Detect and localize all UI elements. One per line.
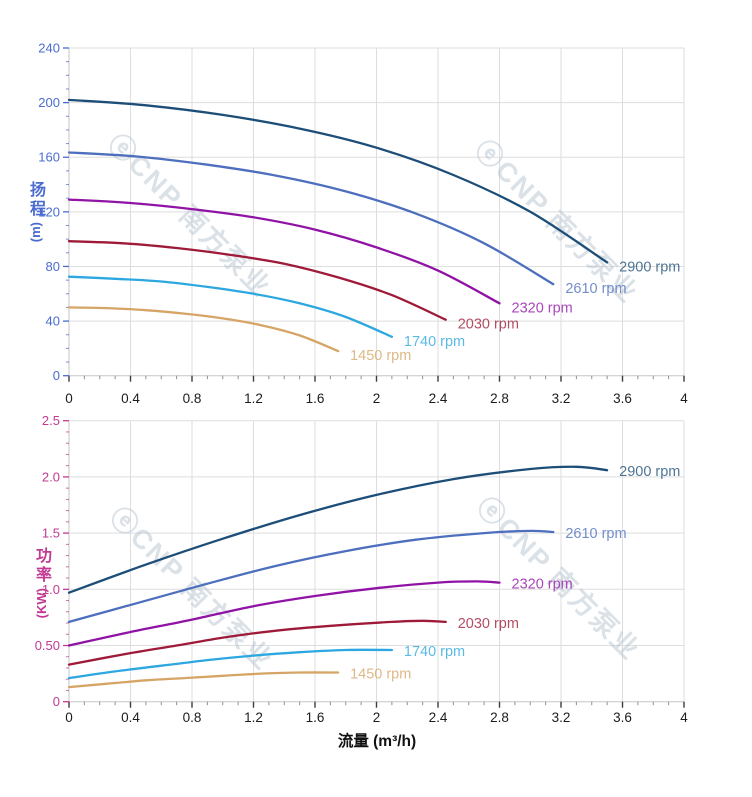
x-tick-label: 0: [65, 710, 73, 725]
y-tick-label: 1.5: [42, 526, 60, 541]
y-tick-label: 160: [38, 150, 60, 165]
x-tick-label: 2.8: [490, 391, 509, 406]
series-label-2900-rpm: 2900 rpm: [619, 259, 680, 275]
curve-2030-rpm: [67, 619, 447, 666]
y-tick-label: 0: [53, 694, 60, 709]
x-tick-label: 1.2: [244, 391, 263, 406]
x-tick-label: 3.2: [552, 391, 571, 406]
series-label-2900-rpm: 2900 rpm: [619, 464, 680, 480]
y-tick-label: 0: [53, 368, 60, 383]
curve-2320-rpm: [67, 198, 501, 305]
y-tick-label: 2.0: [42, 469, 60, 484]
head-axis-title-text: 扬程: [27, 181, 44, 219]
x-tick-label: 1.6: [306, 391, 325, 406]
x-tick-label: 3.2: [552, 710, 571, 725]
power-axis-title-text: 功率: [33, 547, 50, 585]
curve-2610-rpm: [67, 529, 555, 624]
curve-2900-rpm: [67, 465, 609, 594]
x-tick-label: 2.8: [490, 710, 509, 725]
series-label-2320-rpm: 2320 rpm: [512, 300, 573, 316]
x-tick-label: 0.8: [183, 710, 202, 725]
x-tick-label: 0: [65, 391, 73, 406]
grid-head-curves: [68, 47, 685, 377]
watermark: ⓔCNP 南方泵业: [102, 128, 277, 303]
series-label-1740-rpm: 1740 rpm: [404, 644, 465, 660]
ticks-head-curves: [63, 47, 685, 382]
x-tick-label: 0.8: [183, 391, 202, 406]
power-axis-title: 功率 (KW): [33, 547, 50, 619]
flow-axis-title: 流量 (m³/h): [337, 733, 417, 750]
x-tick-label: 0.4: [121, 391, 140, 406]
x-tick-label: 2: [373, 391, 381, 406]
x-tick-label: 2.4: [429, 710, 448, 725]
y-tick-label: 40: [46, 314, 60, 329]
curve-2900-rpm: [67, 98, 609, 264]
series-label-2610-rpm: 2610 rpm: [565, 526, 626, 542]
power-axis-unit: (KW): [33, 588, 49, 619]
x-tick-label: 2: [373, 710, 381, 725]
y-tick-label: 240: [38, 41, 60, 56]
curve-1450-rpm: [67, 306, 340, 353]
curve-1450-rpm: [67, 671, 340, 689]
series-label-2030-rpm: 2030 rpm: [458, 616, 519, 632]
series-label-2320-rpm: 2320 rpm: [512, 577, 573, 593]
head-axis-unit: (m): [27, 222, 43, 243]
series-label-1450-rpm: 1450 rpm: [350, 348, 411, 364]
x-tick-label: 1.6: [306, 710, 325, 725]
x-tick-label: 3.6: [613, 710, 632, 725]
curve-1740-rpm: [67, 648, 394, 680]
x-tick-label: 2.4: [429, 391, 448, 406]
series-label-2030-rpm: 2030 rpm: [458, 317, 519, 333]
x-tick-label: 1.2: [244, 710, 263, 725]
y-tick-label: 2.5: [42, 413, 60, 428]
curve-2610-rpm: [67, 151, 555, 286]
series-label-1450-rpm: 1450 rpm: [350, 666, 411, 682]
y-tick-label: 0.50: [35, 638, 60, 653]
x-tick-label: 4: [680, 710, 688, 725]
series-label-1740-rpm: 1740 rpm: [404, 334, 465, 350]
y-tick-label: 1.0: [42, 582, 60, 597]
y-tick-label: 120: [38, 204, 60, 219]
x-tick-label: 3.6: [613, 391, 632, 406]
y-tick-label: 200: [38, 95, 60, 110]
x-tick-label: 0.4: [121, 710, 140, 725]
y-tick-label: 80: [46, 259, 60, 274]
series-label-2610-rpm: 2610 rpm: [565, 281, 626, 297]
ticks-power-curves: [63, 420, 685, 708]
curve-1740-rpm: [67, 275, 394, 338]
x-tick-label: 4: [680, 391, 688, 406]
head-axis-title: 扬程 (m): [27, 181, 44, 243]
curve-2320-rpm: [67, 580, 501, 647]
curve-2030-rpm: [67, 240, 447, 321]
